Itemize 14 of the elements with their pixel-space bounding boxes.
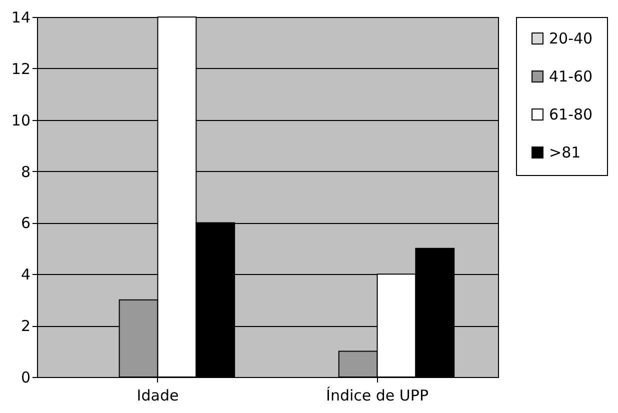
y-tick-label: 12 [11, 60, 30, 78]
y-tick-label: 2 [20, 317, 30, 336]
y-tick-label: 4 [20, 266, 30, 284]
y-tick-label: 0 [20, 368, 30, 386]
legend-label: >81 [549, 144, 581, 162]
y-tick-label: 8 [20, 162, 30, 181]
x-tick-label: Idade [136, 386, 179, 404]
x-tick-label: Índice de UPP [326, 386, 428, 404]
legend-label: 41-60 [549, 68, 593, 86]
legend-label: 20-40 [549, 30, 593, 48]
y-tick-label: 10 [11, 111, 30, 130]
y-tick-label: 14 [11, 8, 30, 26]
y-tick-label: 6 [20, 214, 30, 232]
legend-label: 61-80 [549, 106, 593, 124]
